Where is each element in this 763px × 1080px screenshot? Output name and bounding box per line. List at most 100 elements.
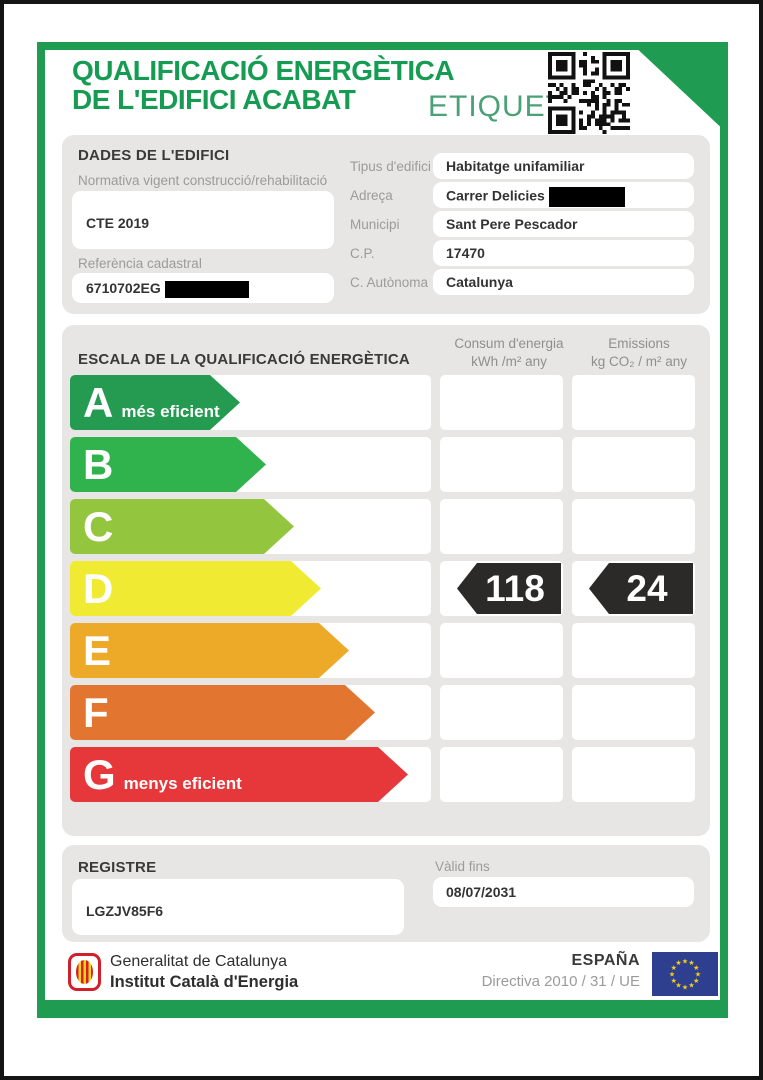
consum-cell-a	[440, 375, 563, 430]
rating-suffix-a: més eficient	[121, 401, 220, 421]
emissions-value-tag: 24	[589, 563, 693, 614]
autonoma-value: Catalunya	[446, 274, 513, 290]
registry-value: LGZJV85F6	[86, 903, 164, 919]
scale-rows: A més eficient B	[70, 375, 702, 809]
bar-track-g: G menys eficient	[70, 747, 431, 802]
rating-letter-a: A	[83, 378, 114, 426]
generalitat-line1: Generalitat de Catalunya	[110, 953, 287, 970]
valid-until-label: Vàlid fins	[435, 859, 490, 874]
generalitat-line2: Institut Català d'Energia	[110, 973, 299, 991]
rating-letter-f: F	[83, 688, 109, 736]
registry-section: REGISTRE LGZJV85F6 Vàlid fins 08/07/2031	[62, 845, 710, 942]
scale-row-a: A més eficient	[70, 375, 702, 430]
field-label-adreca: Adreça	[350, 188, 393, 203]
footer-right: ESPAÑA Directiva 2010 / 31 / UE ★ ★ ★ ★ ★ ★ ★ ★…	[482, 952, 718, 996]
normativa-label: Normativa vigent construcció/rehabilitac…	[78, 173, 328, 188]
rating-bar-a: A més eficient	[70, 375, 240, 430]
senyera-stripes-icon	[76, 960, 93, 985]
cadastral-redaction-bar	[164, 280, 249, 298]
svg-text:★: ★	[688, 982, 694, 990]
registry-field: LGZJV85F6	[72, 879, 404, 935]
normativa-field: CTE 2019	[72, 191, 334, 249]
consum-cell-f	[440, 685, 563, 740]
scale-row-e: E	[70, 623, 702, 678]
svg-text:★: ★	[682, 957, 688, 965]
emissions-column-unit: kg CO₂ / m² any	[590, 354, 687, 370]
page-title-line2: DE L'EDIFICI ACABAT	[72, 84, 356, 116]
field-label-tipus: Tipus d'edifici	[350, 159, 431, 174]
building-section-title: DADES DE L'EDIFICI	[78, 147, 230, 164]
emissions-cell-g	[572, 747, 695, 802]
bar-track-a: A més eficient	[70, 375, 431, 430]
svg-text:★: ★	[671, 977, 677, 985]
valid-until-field: 08/07/2031	[433, 877, 694, 907]
consum-cell-d: 118	[440, 561, 563, 616]
adreca-value: Carrer Delicies	[446, 187, 625, 207]
svg-text:★: ★	[682, 983, 688, 991]
emissions-column-header: Emissions kg CO₂ / m² any	[574, 335, 704, 371]
page-title-line1: QUALIFICACIÓ ENERGÈTICA	[72, 55, 455, 86]
rating-bar-e: E	[70, 623, 349, 678]
energy-scale-section: ESCALA DE LA QUALIFICACIÓ ENERGÈTICA Con…	[62, 325, 710, 836]
svg-text:★: ★	[675, 982, 681, 990]
autonoma-field: Catalunya	[433, 269, 694, 295]
bar-track-b: B	[70, 437, 431, 492]
cadastral-value-text: 6710702EG	[86, 280, 161, 296]
emissions-cell-f	[572, 685, 695, 740]
scale-row-d: D 118 24	[70, 561, 702, 616]
rating-bar-c: C	[70, 499, 294, 554]
rating-bar-b: B	[70, 437, 266, 492]
emissions-cell-c	[572, 499, 695, 554]
cadastral-label: Referència cadastral	[78, 256, 202, 271]
consum-column-unit: kWh /m² any	[471, 354, 547, 370]
rating-suffix-g: menys eficient	[123, 773, 242, 793]
eu-flag-icon: ★ ★★★★★★★★★★★	[652, 952, 718, 996]
consum-cell-b	[440, 437, 563, 492]
scale-row-c: C	[70, 499, 702, 554]
adreca-redaction-bar	[548, 187, 625, 207]
scale-row-g: G menys eficient	[70, 747, 702, 802]
directive-label: Directiva 2010 / 31 / UE	[481, 973, 640, 990]
footer: Generalitat de Catalunya Institut Català…	[68, 952, 718, 1004]
valid-until-value: 08/07/2031	[446, 884, 517, 900]
field-label-autonoma: C. Autònoma	[350, 275, 429, 290]
emissions-cell-e	[572, 623, 695, 678]
svg-text:★: ★	[693, 977, 699, 985]
rating-letter-g: G	[83, 750, 116, 798]
rating-bar-g: G menys eficient	[70, 747, 408, 802]
generalitat-branding: Generalitat de Catalunya Institut Català…	[68, 952, 298, 993]
page-title: QUALIFICACIÓ ENERGÈTICA DE L'EDIFICI ACA…	[72, 55, 455, 116]
rating-letter-b: B	[83, 440, 114, 488]
cadastral-field: 6710702EG	[72, 273, 334, 303]
espana-label: ESPAÑA	[571, 952, 640, 969]
field-label-cp: C.P.	[350, 246, 375, 261]
svg-text:★: ★	[693, 964, 699, 972]
rating-letter-d: D	[83, 564, 114, 612]
municipi-value: Sant Pere Pescador	[446, 216, 578, 232]
svg-text:★: ★	[675, 959, 681, 967]
emissions-cell-a	[572, 375, 695, 430]
adreca-value-text: Carrer Delicies	[446, 187, 545, 204]
bar-track-c: C	[70, 499, 431, 554]
rating-letter-e: E	[83, 626, 112, 674]
emissions-column-title: Emissions	[608, 336, 670, 351]
municipi-field: Sant Pere Pescador	[433, 211, 694, 237]
cp-field: 17470	[433, 240, 694, 266]
cadastral-value: 6710702EG	[86, 280, 249, 298]
generalitat-text: Generalitat de Catalunya Institut Català…	[110, 952, 298, 993]
svg-text:★: ★	[669, 970, 675, 978]
rating-bar-d: D	[70, 561, 321, 616]
espana-block: ESPAÑA Directiva 2010 / 31 / UE	[482, 952, 640, 990]
svg-text:★: ★	[671, 964, 677, 972]
scale-section-title: ESCALA DE LA QUALIFICACIÓ ENERGÈTICA	[78, 351, 410, 368]
adreca-field: Carrer Delicies	[433, 182, 694, 208]
normativa-value: CTE 2019	[86, 215, 150, 231]
bar-track-d: D	[70, 561, 431, 616]
consum-value-tag: 118	[457, 563, 561, 614]
consum-cell-g	[440, 747, 563, 802]
scale-row-b: B	[70, 437, 702, 492]
svg-text:★: ★	[688, 959, 694, 967]
bar-track-f: F	[70, 685, 431, 740]
consum-column-title: Consum d'energia	[454, 336, 564, 351]
